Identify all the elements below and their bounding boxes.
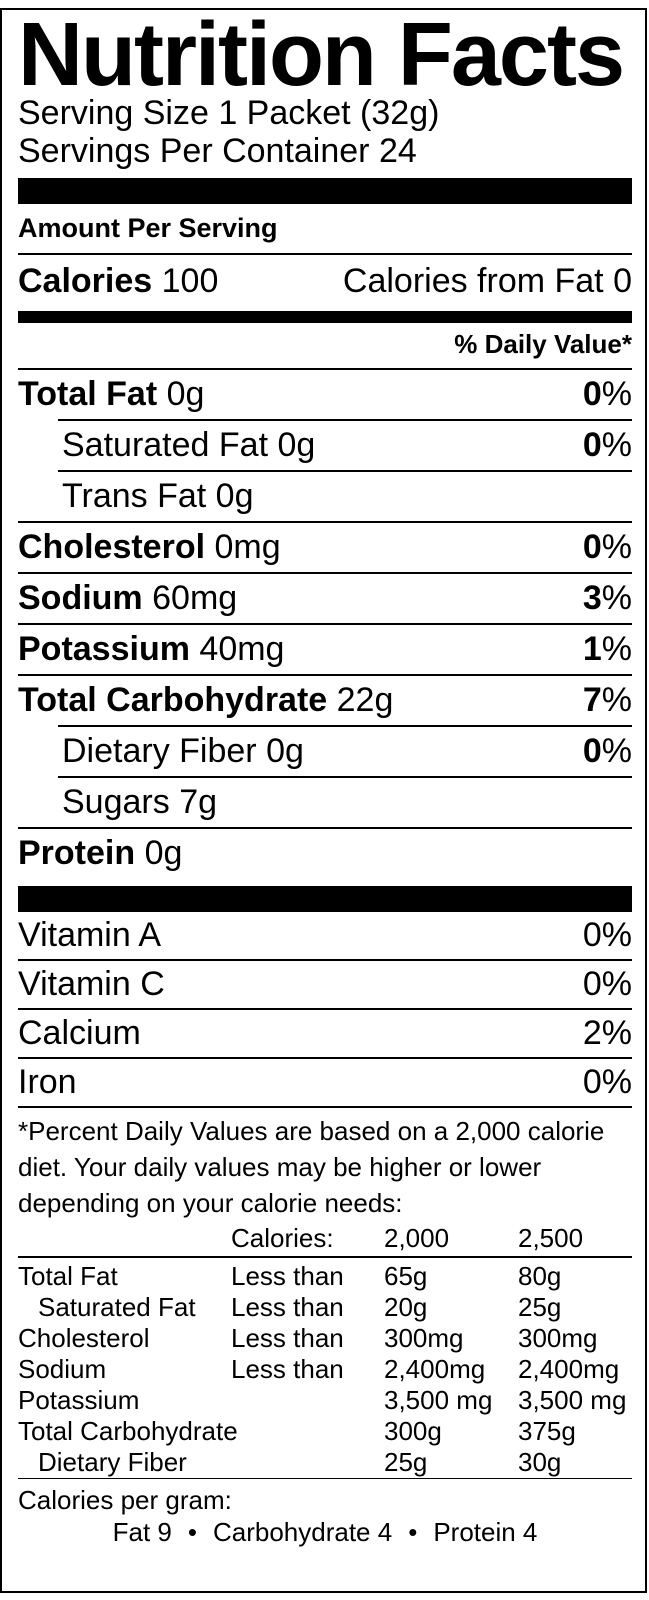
divider [18,1106,632,1108]
separator-bar-medium [18,311,632,323]
calories-per-gram-values: Fat 9 • Carbohydrate 4 • Protein 4 [18,1516,632,1548]
nutrient-row-saturated-fat: Saturated Fat 0g 0% [62,426,632,464]
daily-value-percent: 0% [582,528,632,566]
calories-per-gram-label: Calories per gram: [18,1485,232,1515]
separator-bar-thick [18,178,632,204]
nutrient-row-total-fat: Total Fat 0g 0% [18,375,632,413]
table-row-qualifier [231,1447,384,1478]
divider [18,253,632,255]
daily-value-percent: 0% [582,732,632,770]
table-row-qualifier [231,1416,384,1447]
bullet-separator: • [408,1517,418,1547]
nutrient-row-total-carbohydrate: Total Carbohydrate 22g 7% [18,681,632,719]
daily-value-percent: 3% [582,579,632,617]
fat-per-gram: Fat 9 [112,1517,172,1547]
protein-per-gram: Protein 4 [433,1517,538,1547]
servings-per-container-line: Servings Per Container 24 [18,132,417,170]
divider [58,725,632,727]
divider [18,674,632,676]
table-row-v2500: 375g [518,1416,576,1446]
table-row-v2500: 3,500 mg [518,1385,627,1415]
divider [18,827,632,829]
daily-values-table: Calories: 2,000 2,500 Total Fat Less tha… [18,1221,632,1478]
amount-per-serving-label: Amount Per Serving [18,213,278,243]
nutrient-row-sugars: Sugars 7g [62,783,218,821]
daily-value-percent: 0% [582,916,632,954]
table-row-label: Potassium [18,1385,140,1415]
table-row-v2000: 300g [384,1416,442,1446]
table-cell-empty [18,1223,231,1254]
table-row-v2000: 20g [384,1292,428,1322]
table-row-label: Saturated Fat [38,1292,196,1322]
divider [18,1057,632,1059]
table-row-label: Total Carbohydrate [18,1416,238,1446]
table-row-v2000: 300mg [384,1323,464,1353]
divider [18,1008,632,1010]
table-row-v2000: 3,500 mg [384,1385,493,1415]
divider [18,1478,632,1479]
table-row-label: Dietary Fiber [38,1447,187,1477]
table-row-v2500: 30g [518,1447,562,1477]
divider [18,623,632,625]
divider [58,419,632,421]
vitamin-row-vitamin-a: Vitamin A 0% [18,916,632,954]
divider [58,776,632,778]
label-title: Nutrition Facts [18,5,625,105]
divider [18,572,632,574]
daily-value-header: % Daily Value* [454,329,632,359]
divider [18,1256,632,1258]
table-row-v2500: 2,400mg [518,1354,620,1384]
daily-value-percent: 0% [582,1063,632,1101]
calories-from-fat: Calories from Fat 0 [342,262,632,300]
table-row-qualifier: Less than [231,1354,344,1384]
vitamin-row-iron: Iron 0% [18,1063,632,1101]
nutrient-row-dietary-fiber: Dietary Fiber 0g 0% [62,732,632,770]
calories-value: Calories 100 [18,262,219,300]
daily-value-percent: 0% [582,965,632,1003]
table-row-qualifier: Less than [231,1261,344,1291]
nutrient-row-sodium: Sodium 60mg 3% [18,579,632,617]
table-row-label: Total Fat [18,1261,118,1291]
nutrient-row-cholesterol: Cholesterol 0mg 0% [18,528,632,566]
table-row-v2500: 25g [518,1292,562,1322]
daily-value-percent: 2% [582,1014,632,1052]
separator-bar-thick [18,886,632,912]
table-header-calories: Calories: [231,1223,334,1253]
table-row-v2000: 25g [384,1447,428,1477]
calories-row: Calories 100 Calories from Fat 0 [18,255,632,311]
divider [18,368,632,370]
vitamin-row-calcium: Calcium 2% [18,1014,632,1052]
divider [18,959,632,961]
table-header-2500: 2,500 [518,1223,584,1253]
table-row-v2500: 80g [518,1261,562,1291]
table-header-2000: 2,000 [384,1223,450,1253]
daily-value-percent: 0% [582,426,632,464]
divider [58,470,632,472]
carbohydrate-per-gram: Carbohydrate 4 [212,1517,393,1547]
nutrition-label: Nutrition Facts Serving Size 1 Packet (3… [0,8,647,1593]
bullet-separator: • [187,1517,197,1547]
daily-value-percent: 0% [582,375,632,413]
nutrient-row-trans-fat: Trans Fat 0g [62,477,254,515]
daily-value-percent: 7% [582,681,632,719]
table-row-v2500: 300mg [518,1323,598,1353]
divider [18,521,632,523]
table-row-v2000: 65g [384,1261,428,1291]
table-row-label: Sodium [18,1354,107,1384]
nutrient-row-potassium: Potassium 40mg 1% [18,630,632,668]
daily-values-footnote: *Percent Daily Values are based on a 2,0… [18,1116,605,1218]
daily-value-percent: 1% [582,630,632,668]
table-row-label: Cholesterol [18,1323,150,1353]
table-row-qualifier: Less than [231,1323,344,1353]
table-row-qualifier [231,1385,384,1416]
nutrient-row-protein: Protein 0g [18,834,183,872]
table-row-qualifier: Less than [231,1292,344,1322]
table-row-v2000: 2,400mg [384,1354,486,1384]
vitamin-row-vitamin-c: Vitamin C 0% [18,965,632,1003]
serving-size-line: Serving Size 1 Packet (32g) [18,94,440,132]
